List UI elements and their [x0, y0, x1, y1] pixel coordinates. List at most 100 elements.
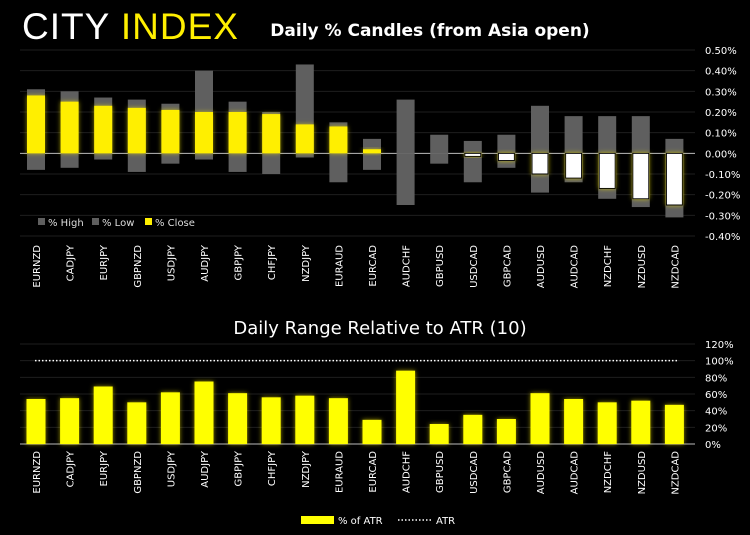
close-bar — [94, 105, 113, 154]
x-tick-label: GBPUSD — [435, 245, 446, 287]
x-tick-label: AUDCAD — [570, 451, 581, 495]
atr-bar — [564, 399, 584, 444]
y-tick-label: 0.00% — [705, 149, 737, 160]
legend-label: % Low — [102, 218, 134, 229]
close-bar — [161, 109, 180, 154]
y-tick-label: -0.30% — [705, 211, 740, 222]
atr-bar — [597, 402, 617, 444]
atr-bar — [631, 400, 651, 444]
x-tick-label: EURJPY — [99, 450, 110, 486]
high-bar — [430, 134, 449, 154]
y-tick-label: 20% — [705, 423, 727, 434]
high-bar — [497, 134, 516, 154]
x-tick-label: USDCAD — [469, 451, 480, 494]
close-bar — [127, 107, 146, 154]
close-bar — [464, 152, 482, 157]
x-tick-label: USDJPY — [166, 450, 177, 487]
close-bar — [363, 149, 381, 154]
logo-city: CITY — [22, 6, 110, 47]
atr-bar — [261, 397, 281, 444]
x-tick-label: AUDJPY — [200, 244, 211, 282]
legend-label: ATR — [436, 516, 455, 527]
high-bar — [564, 116, 583, 154]
close-bar — [195, 112, 213, 154]
x-tick-label: EURCAD — [368, 245, 379, 287]
low-bar — [329, 153, 348, 183]
y-tick-label: 0.40% — [705, 67, 737, 78]
high-bar — [631, 116, 650, 154]
low-bar — [295, 153, 314, 158]
y-tick-label: -0.10% — [705, 170, 740, 181]
low-bar — [60, 153, 79, 168]
x-tick-label: NZDJPY — [301, 450, 312, 488]
y-tick-label: 0.50% — [705, 46, 737, 57]
atr-bar — [228, 393, 248, 444]
x-tick-label: NZDUSD — [637, 245, 648, 289]
atr-bar — [127, 402, 147, 444]
close-bar — [60, 101, 79, 154]
atr-bar — [295, 395, 315, 444]
x-tick-label: GBPNZD — [133, 245, 144, 288]
low-bar — [228, 153, 247, 172]
x-tick-label: USDCAD — [469, 245, 480, 288]
atr-bar — [463, 414, 483, 444]
atr-bar — [530, 393, 550, 444]
low-bar — [430, 153, 449, 164]
y-tick-label: 0.30% — [705, 87, 737, 98]
low-bar — [127, 153, 146, 172]
x-tick-label: CADJPY — [66, 450, 77, 487]
close-bar — [565, 152, 583, 179]
x-tick-label: NZDUSD — [637, 451, 648, 495]
x-tick-label: EURJPY — [99, 244, 110, 280]
low-bar — [396, 153, 415, 205]
atr-bar — [362, 419, 382, 444]
x-tick-label: GBPJPY — [234, 244, 245, 280]
y-tick-label: -0.20% — [705, 191, 740, 202]
x-tick-label: EURCAD — [368, 451, 379, 493]
low-bar — [94, 153, 113, 160]
high-bar — [665, 138, 684, 154]
legend-label: % of ATR — [338, 516, 383, 527]
x-tick-label: NZDCAD — [670, 451, 681, 495]
x-tick-label: EURNZD — [32, 245, 43, 288]
x-tick-label: CHFJPY — [267, 450, 278, 486]
x-tick-label: NZDCHF — [603, 451, 614, 494]
x-tick-label: NZDCHF — [603, 245, 614, 288]
y-tick-label: 60% — [705, 390, 727, 401]
x-tick-label: GBPUSD — [435, 451, 446, 493]
x-tick-label: EURNZD — [32, 451, 43, 494]
y-tick-label: 100% — [705, 357, 734, 368]
x-tick-label: AUDUSD — [536, 245, 547, 289]
low-bar — [195, 153, 213, 160]
high-bar — [396, 99, 415, 154]
x-tick-label: NZDCAD — [670, 245, 681, 289]
close-bar — [228, 112, 247, 154]
high-bar — [531, 105, 549, 154]
legend-label: % Close — [155, 218, 195, 229]
atr-bar — [328, 398, 348, 444]
close-bar — [497, 152, 515, 162]
high-bar — [598, 116, 617, 154]
y-tick-label: 0% — [705, 440, 721, 451]
low-bar — [363, 153, 381, 170]
x-tick-label: AUDCHF — [402, 245, 413, 287]
top-chart-title: Daily % Candles (from Asia open) — [270, 21, 589, 41]
legend-swatch — [38, 218, 45, 225]
x-tick-label: AUDUSD — [536, 451, 547, 495]
x-tick-label: AUDCAD — [570, 245, 581, 289]
y-tick-label: 40% — [705, 407, 727, 418]
close-bar — [598, 152, 616, 189]
atr-bar — [194, 381, 214, 444]
x-tick-label: CHFJPY — [267, 244, 278, 280]
y-tick-label: 120% — [705, 340, 734, 351]
logo-index: INDEX — [120, 6, 239, 47]
x-tick-label: GBPJPY — [234, 450, 245, 486]
x-tick-label: USDJPY — [166, 244, 177, 281]
low-bar — [463, 153, 482, 183]
close-bar — [262, 114, 281, 154]
atr-bar — [93, 386, 113, 444]
city-index-logo: CITY INDEX — [22, 6, 239, 48]
bottom-chart-title: Daily Range Relative to ATR (10) — [233, 318, 526, 339]
y-tick-label: 0.20% — [705, 108, 737, 119]
